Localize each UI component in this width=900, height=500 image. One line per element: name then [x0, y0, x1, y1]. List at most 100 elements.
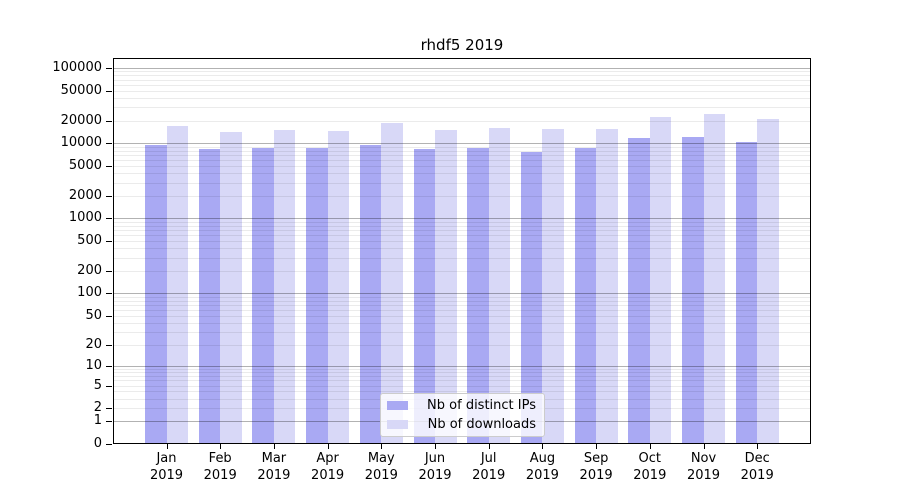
y-tick-label: 5000 [68, 157, 102, 173]
x-tick-mark [649, 444, 651, 449]
minor-gridline [113, 344, 811, 346]
major-gridline [113, 143, 811, 145]
x-tick-mark [327, 444, 329, 449]
x-tick-mark [596, 444, 598, 449]
major-gridline [113, 293, 811, 295]
y-tick-mark [106, 270, 112, 272]
minor-gridline [113, 75, 811, 77]
minor-gridline [113, 391, 811, 393]
x-tick-mark [273, 444, 275, 449]
minor-gridline [113, 309, 811, 311]
bar-downloads-nov [703, 114, 725, 444]
minor-gridline [113, 257, 811, 259]
y-tick-label: 200 [77, 262, 102, 278]
x-tick-mark [757, 444, 759, 449]
y-tick-mark [106, 293, 112, 295]
y-tick-label: 2000 [68, 187, 102, 203]
minor-gridline [113, 235, 811, 236]
y-tick-label: 50000 [60, 82, 102, 98]
y-tick-label: 1 [93, 413, 102, 429]
x-tick-mark [435, 444, 436, 449]
bar-downloads-feb [220, 131, 242, 444]
x-tick-mark [381, 444, 383, 449]
bar-distinct-ips-may [359, 144, 382, 444]
x-tick-mark [488, 444, 490, 449]
bar-distinct-ips-mar [252, 148, 274, 444]
major-gridline [113, 218, 811, 220]
plot-area [113, 58, 811, 444]
bar-downloads-apr [327, 130, 350, 444]
minor-gridline [113, 154, 811, 156]
y-tick-label: 10000 [60, 135, 102, 151]
x-tick-mark [166, 444, 168, 449]
bar-downloads-sep [596, 128, 618, 444]
legend-swatch-distinct-ips [387, 401, 408, 410]
bar-distinct-ips-feb [198, 149, 221, 444]
y-tick-mark [106, 143, 112, 145]
y-tick-mark [106, 444, 112, 445]
minor-gridline [113, 107, 811, 109]
x-tick-label-jan: Jan 2019 [149, 451, 184, 483]
minor-gridline [113, 322, 811, 324]
minor-gridline [113, 84, 811, 86]
minor-gridline [113, 221, 811, 223]
y-tick-label: 100000 [52, 60, 102, 75]
y-tick-mark [106, 90, 112, 92]
x-tick-label-aug: Aug 2019 [525, 451, 559, 483]
minor-gridline [113, 146, 811, 148]
legend: Nb of distinct IPs Nb of downloads [380, 393, 545, 437]
bar-downloads-may [381, 122, 403, 444]
bar-distinct-ips-jun [413, 149, 435, 444]
minor-gridline [113, 372, 811, 374]
legend-row-downloads: Nb of downloads [387, 417, 536, 432]
y-tick-label: 20 [85, 336, 102, 352]
minor-gridline [113, 296, 811, 298]
y-tick-mark [106, 344, 112, 346]
x-tick-mark [220, 444, 222, 449]
minor-gridline [113, 270, 811, 272]
minor-gridline [113, 300, 811, 302]
major-gridline [113, 365, 811, 367]
major-gridline [113, 68, 811, 69]
minor-gridline [113, 380, 811, 382]
y-tick-mark [106, 68, 112, 69]
y-tick-mark [106, 195, 112, 197]
x-tick-label-jun: Jun 2019 [418, 451, 452, 483]
minor-gridline [113, 79, 811, 81]
y-tick-mark [106, 241, 112, 242]
x-tick-label-dec: Dec 2019 [740, 451, 774, 483]
bar-distinct-ips-aug [520, 151, 543, 444]
minor-gridline [113, 225, 811, 227]
minor-gridline [113, 248, 811, 250]
x-tick-label-nov: Nov 2019 [686, 451, 721, 483]
minor-gridline [113, 165, 811, 167]
bar-downloads-dec [757, 119, 779, 444]
y-tick-label: 2 [93, 400, 102, 416]
bar-distinct-ips-nov [682, 137, 704, 444]
x-tick-label-oct: Oct 2019 [633, 451, 667, 483]
y-tick-mark [106, 218, 112, 220]
bar-distinct-ips-sep [574, 147, 597, 444]
bar-downloads-aug [542, 129, 564, 444]
bar-distinct-ips-oct [628, 138, 650, 444]
bar-downloads-oct [649, 116, 672, 444]
minor-gridline [113, 159, 811, 161]
chart-title: rhdf5 2019 [420, 36, 504, 54]
minor-gridline [113, 71, 811, 73]
y-tick-label: 50 [85, 307, 102, 323]
y-tick-mark [106, 165, 112, 167]
minor-gridline [113, 195, 811, 197]
x-tick-mark [542, 444, 544, 449]
x-tick-label-sep: Sep 2019 [579, 451, 613, 483]
minor-gridline [113, 150, 811, 152]
y-tick-label: 5 [93, 377, 102, 393]
x-tick-label-may: May 2019 [364, 451, 398, 483]
minor-gridline [113, 315, 811, 317]
minor-gridline [113, 173, 811, 175]
minor-gridline [113, 385, 811, 387]
minor-gridline [113, 368, 811, 370]
y-tick-label: 100 [77, 285, 102, 301]
y-tick-mark [106, 385, 112, 387]
minor-gridline [113, 241, 811, 242]
